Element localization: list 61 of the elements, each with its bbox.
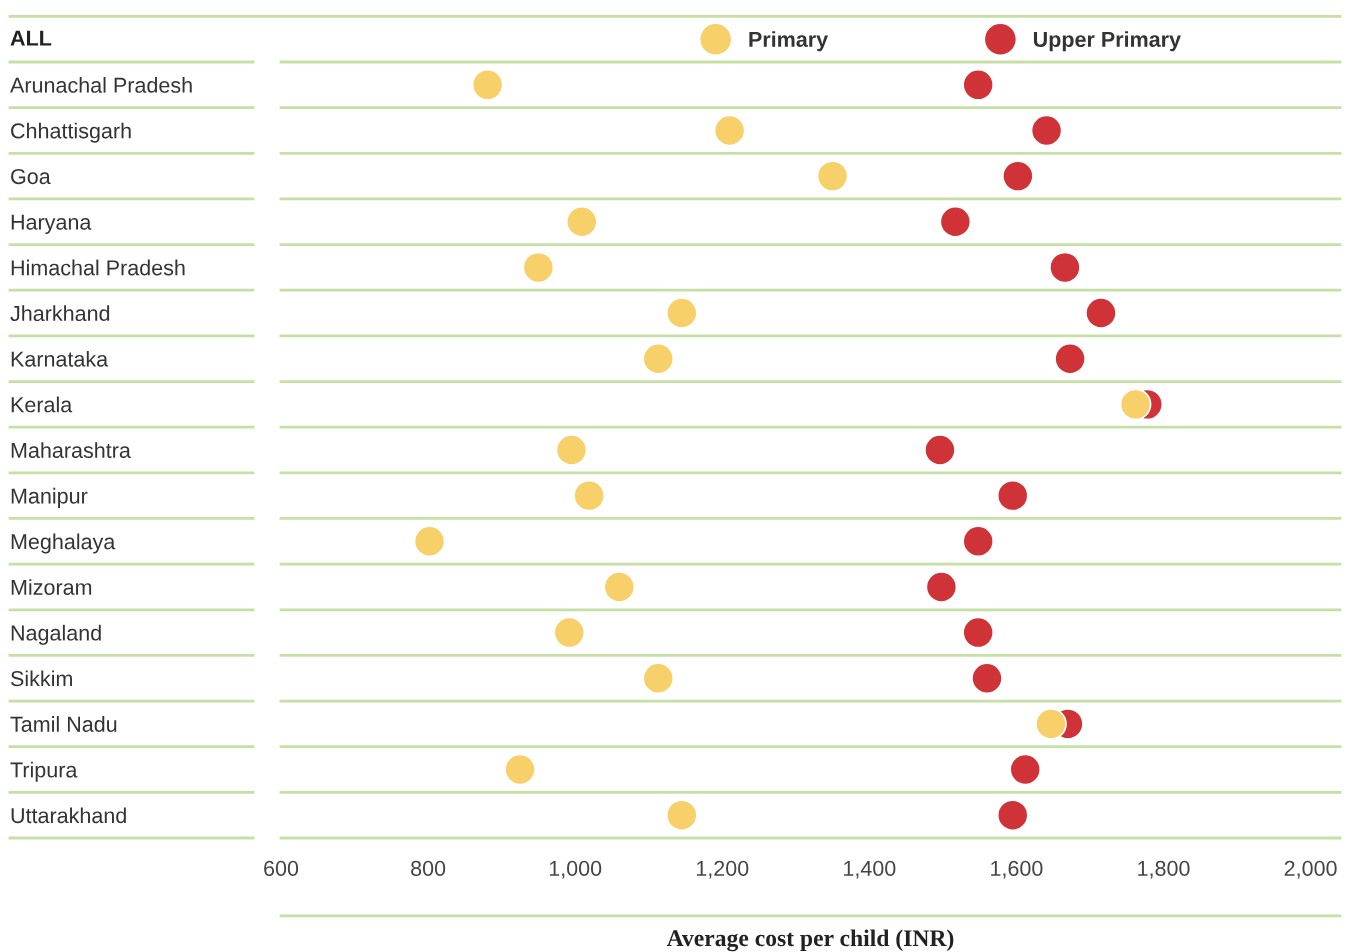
point bbox=[962, 616, 995, 649]
y-tick-label: Meghalaya bbox=[11, 533, 116, 554]
y-tick-label: Uttarakhand bbox=[11, 807, 126, 824]
y-tick-label: Chhattisgarh bbox=[11, 122, 131, 143]
x-tick-label: 2,000 bbox=[1284, 860, 1337, 879]
point bbox=[1054, 342, 1086, 375]
point bbox=[996, 799, 1029, 832]
point bbox=[1119, 388, 1152, 421]
point bbox=[816, 160, 849, 193]
y-tick-label: Mizoram bbox=[11, 579, 92, 595]
y-tick-label: Tripura bbox=[10, 761, 78, 782]
y-tick-label: Jharkhand bbox=[10, 305, 110, 322]
y-tick-label: Nagaland bbox=[11, 624, 101, 645]
y-tick-label: Sikkim bbox=[10, 670, 72, 687]
x-tick-label: 1,200 bbox=[696, 860, 749, 879]
point bbox=[642, 662, 675, 695]
y-tick-label: Goa bbox=[11, 168, 51, 185]
point bbox=[925, 571, 958, 603]
point bbox=[924, 434, 956, 466]
point bbox=[1035, 707, 1067, 740]
point bbox=[413, 525, 446, 558]
point bbox=[603, 571, 636, 603]
y-tick-label: Manipur bbox=[11, 487, 88, 508]
point bbox=[962, 525, 995, 558]
point bbox=[1009, 753, 1042, 786]
point bbox=[522, 251, 555, 284]
y-tick-label: Karnataka bbox=[11, 350, 109, 367]
point bbox=[1049, 251, 1081, 284]
point bbox=[555, 434, 588, 466]
point bbox=[1001, 160, 1034, 193]
legend-label: Upper Primary bbox=[1033, 31, 1181, 52]
y-tick-label: Arunachal Pradesh bbox=[10, 77, 192, 93]
x-tick-label: 1,600 bbox=[991, 860, 1043, 879]
y-tick-label: Maharashtra bbox=[11, 442, 131, 459]
point bbox=[471, 68, 504, 101]
x-axis-title: Average cost per child (INR) bbox=[666, 929, 954, 952]
legend-label: Primary bbox=[749, 31, 829, 52]
x-tick-label: 1,800 bbox=[1138, 860, 1190, 879]
x-tick-label: 1,400 bbox=[844, 860, 896, 879]
x-tick-label: 600 bbox=[264, 860, 299, 877]
point bbox=[573, 479, 606, 512]
x-tick-label: 800 bbox=[411, 860, 446, 877]
y-tick-label: Kerala bbox=[11, 396, 73, 413]
point bbox=[971, 662, 1003, 695]
point bbox=[1030, 114, 1063, 147]
y-tick-label: Himachal Pradesh bbox=[11, 259, 185, 276]
point bbox=[553, 616, 586, 649]
point bbox=[665, 297, 698, 329]
point bbox=[962, 68, 995, 101]
point bbox=[642, 342, 675, 375]
point bbox=[665, 799, 698, 832]
point bbox=[565, 205, 598, 238]
point bbox=[504, 753, 536, 786]
point bbox=[1085, 297, 1117, 329]
text: ALL bbox=[10, 30, 52, 46]
point bbox=[939, 205, 972, 238]
point bbox=[713, 114, 746, 147]
y-tick-label: Tamil Nadu bbox=[10, 716, 117, 732]
y-tick-label: Haryana bbox=[11, 214, 92, 235]
point bbox=[996, 479, 1029, 512]
x-tick-label: 1,000 bbox=[549, 860, 602, 879]
